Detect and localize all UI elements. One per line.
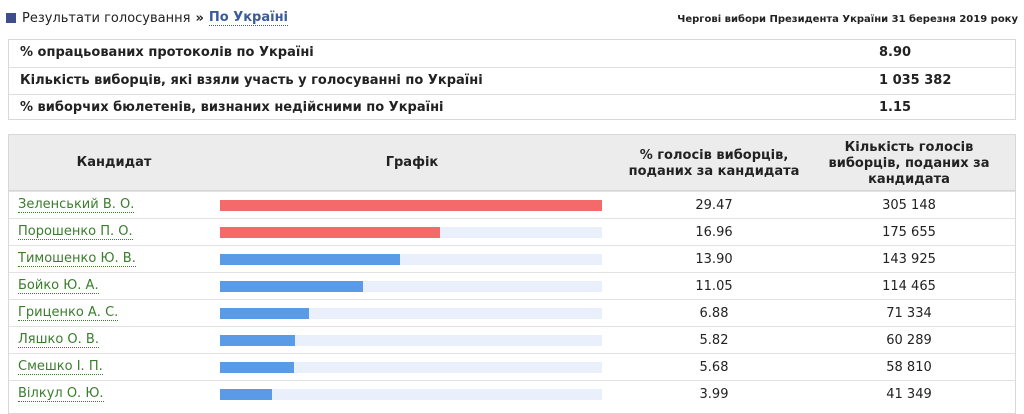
vote-bar-track — [220, 389, 602, 400]
breadcrumb-current[interactable]: По Україні — [208, 10, 289, 26]
candidate-name-link[interactable]: Смешко І. П. — [18, 359, 103, 375]
candidate-name-link[interactable]: Тимошенко Ю. В. — [18, 251, 136, 267]
summary-label: Кількість виборців, які взяли участь у г… — [20, 73, 483, 88]
breadcrumb-square-icon — [6, 13, 16, 23]
vote-bar — [220, 362, 294, 373]
vote-bar-track — [220, 227, 602, 238]
vote-percent: 5.68 — [699, 360, 729, 375]
vote-percent: 6.88 — [699, 306, 729, 321]
results-table: Кандидат Графік % голосів виборців, пода… — [8, 134, 1016, 414]
vote-percent: 13.90 — [695, 252, 733, 267]
vote-bar-track — [220, 362, 602, 373]
vote-bar — [220, 227, 440, 238]
vote-count: 60 289 — [886, 333, 932, 348]
header-count: Кількість голосів виборців, поданих за к… — [828, 140, 990, 187]
breadcrumb: Результати голосування » По Україні — [6, 10, 289, 26]
candidate-name-link[interactable]: Зеленський В. О. — [18, 197, 135, 213]
vote-percent: 29.47 — [695, 198, 733, 213]
vote-bar-track — [220, 335, 602, 346]
summary-value: 1 035 382 — [879, 73, 952, 88]
vote-percent: 11.05 — [695, 279, 733, 294]
candidate-row: Порошенко П. О. 16.96 175 655 — [9, 218, 1015, 245]
candidate-row: Зеленський В. О. 29.47 305 148 — [9, 191, 1015, 218]
candidate-row: Гриценко А. С. 6.88 71 334 — [9, 299, 1015, 326]
election-title: Чергові вибори Президента України 31 бер… — [677, 14, 1018, 25]
candidate-name-link[interactable]: Вілкул О. Ю. — [18, 386, 104, 402]
candidate-row: Бойко Ю. А. 11.05 114 465 — [9, 272, 1015, 299]
summary-table: % опрацьованих протоколів по Україні 8.9… — [8, 39, 1016, 120]
header-percent: % голосів виборців, поданих за кандидата — [628, 148, 800, 179]
vote-bar — [220, 200, 602, 211]
vote-count: 71 334 — [886, 306, 932, 321]
breadcrumb-separator: » — [195, 10, 204, 26]
vote-bar — [220, 254, 400, 265]
summary-label: % опрацьованих протоколів по Україні — [20, 45, 314, 60]
vote-count: 143 925 — [882, 252, 936, 267]
candidate-row: Вілкул О. Ю. 3.99 41 349 — [9, 380, 1015, 407]
summary-value: 1.15 — [879, 100, 912, 115]
header-chart: Графік — [385, 155, 439, 170]
vote-bar-track — [220, 254, 602, 265]
header-candidate: Кандидат — [76, 155, 152, 170]
summary-label: % виборчих бюлетенів, визнаних недійсним… — [20, 100, 444, 115]
results-table-header: Кандидат Графік % голосів виборців, пода… — [9, 135, 1015, 191]
vote-bar — [220, 389, 272, 400]
vote-count: 58 810 — [886, 360, 932, 375]
summary-row: Кількість виборців, які взяли участь у г… — [9, 67, 1015, 93]
vote-bar — [220, 308, 309, 319]
vote-count: 305 148 — [882, 198, 936, 213]
top-bar: Результати голосування » По Україні Черг… — [0, 0, 1024, 36]
candidate-name-link[interactable]: Бойко Ю. А. — [18, 278, 99, 294]
candidate-row: Смешко І. П. 5.68 58 810 — [9, 353, 1015, 380]
vote-bar-track — [220, 308, 602, 319]
summary-value: 8.90 — [879, 45, 912, 60]
vote-count: 114 465 — [882, 279, 936, 294]
vote-count: 175 655 — [882, 225, 936, 240]
summary-row: % опрацьованих протоколів по Україні 8.9… — [9, 40, 1015, 66]
vote-bar — [220, 335, 295, 346]
vote-bar-track — [220, 281, 602, 292]
candidate-name-link[interactable]: Гриценко А. С. — [18, 305, 119, 321]
vote-percent: 5.82 — [699, 333, 729, 348]
vote-count: 41 349 — [886, 387, 932, 402]
candidate-row: Тимошенко Ю. В. 13.90 143 925 — [9, 245, 1015, 272]
vote-percent: 3.99 — [699, 387, 729, 402]
vote-bar-track — [220, 200, 602, 211]
candidate-name-link[interactable]: Ляшко О. В. — [18, 332, 99, 348]
summary-row: % виборчих бюлетенів, визнаних недійсним… — [9, 94, 1015, 120]
breadcrumb-root[interactable]: Результати голосування — [22, 10, 191, 26]
vote-percent: 16.96 — [695, 225, 733, 240]
candidate-name-link[interactable]: Порошенко П. О. — [18, 224, 133, 240]
candidate-row: Ляшко О. В. 5.82 60 289 — [9, 326, 1015, 353]
vote-bar — [220, 281, 363, 292]
